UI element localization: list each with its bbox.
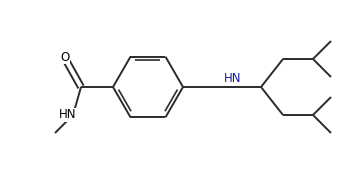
Text: HN: HN [59,108,77,122]
Text: HN: HN [224,71,242,84]
Text: O: O [61,50,70,64]
